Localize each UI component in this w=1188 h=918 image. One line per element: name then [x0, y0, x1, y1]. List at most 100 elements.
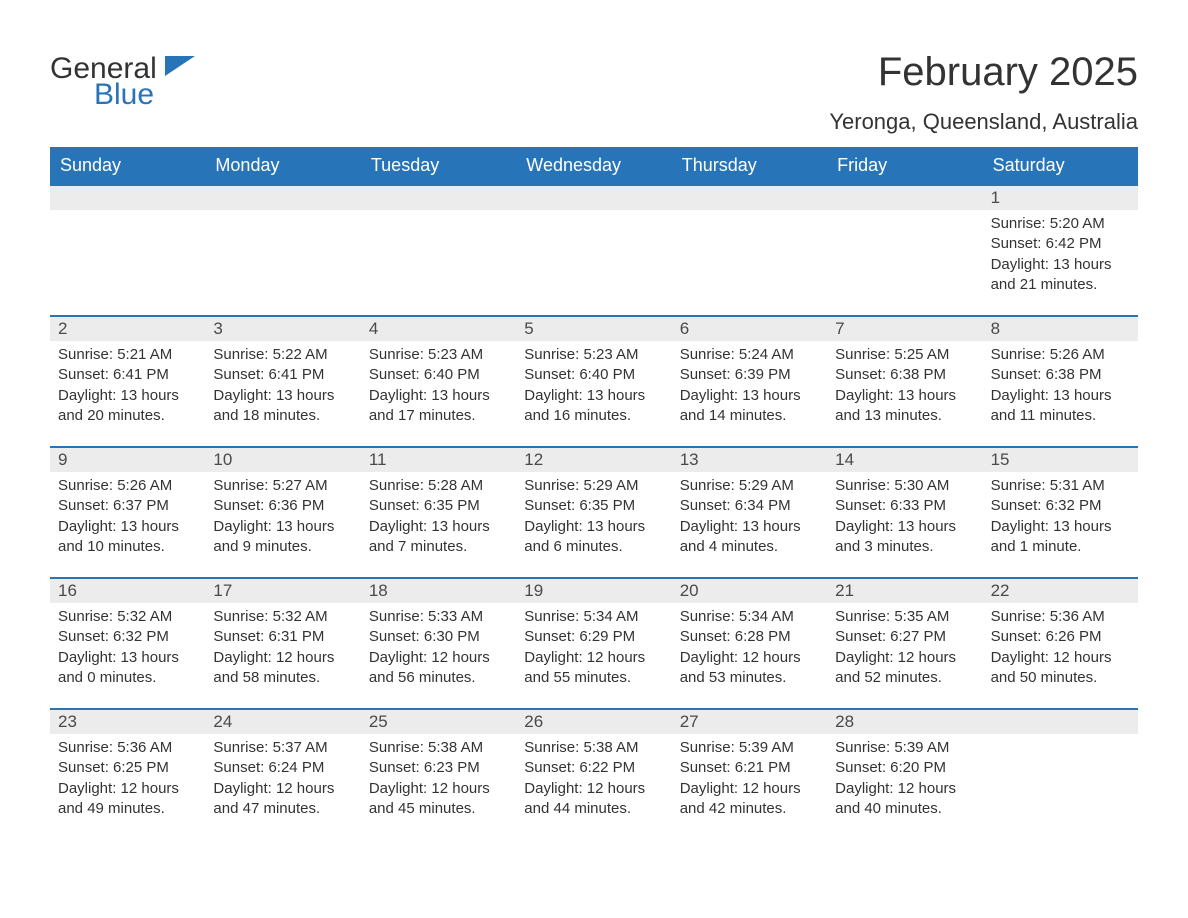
day-info: Sunrise: 5:20 AMSunset: 6:42 PMDaylight:… — [983, 210, 1138, 295]
calendar: Sunday Monday Tuesday Wednesday Thursday… — [50, 147, 1138, 827]
day-cell — [205, 186, 360, 303]
sunrise-text: Sunrise: 5:25 AM — [835, 345, 974, 365]
sunset-text: Sunset: 6:28 PM — [680, 627, 819, 647]
day-cell — [827, 186, 982, 303]
day-info: Sunrise: 5:29 AMSunset: 6:34 PMDaylight:… — [672, 472, 827, 557]
day-cell: 18Sunrise: 5:33 AMSunset: 6:30 PMDayligh… — [361, 579, 516, 696]
daylight-text: Daylight: 13 hours and 16 minutes. — [524, 386, 663, 427]
day-info: Sunrise: 5:39 AMSunset: 6:20 PMDaylight:… — [827, 734, 982, 819]
day-cell: 28Sunrise: 5:39 AMSunset: 6:20 PMDayligh… — [827, 710, 982, 827]
sunset-text: Sunset: 6:30 PM — [369, 627, 508, 647]
day-number: 17 — [205, 579, 360, 603]
day-cell: 8Sunrise: 5:26 AMSunset: 6:38 PMDaylight… — [983, 317, 1138, 434]
day-number: 23 — [50, 710, 205, 734]
day-cell: 2Sunrise: 5:21 AMSunset: 6:41 PMDaylight… — [50, 317, 205, 434]
daylight-text: Daylight: 13 hours and 20 minutes. — [58, 386, 197, 427]
day-cell: 19Sunrise: 5:34 AMSunset: 6:29 PMDayligh… — [516, 579, 671, 696]
sunrise-text: Sunrise: 5:31 AM — [991, 476, 1130, 496]
day-cell: 25Sunrise: 5:38 AMSunset: 6:23 PMDayligh… — [361, 710, 516, 827]
sunrise-text: Sunrise: 5:32 AM — [58, 607, 197, 627]
sunrise-text: Sunrise: 5:36 AM — [991, 607, 1130, 627]
brand-text: General Blue — [50, 50, 195, 110]
sunset-text: Sunset: 6:27 PM — [835, 627, 974, 647]
sunrise-text: Sunrise: 5:26 AM — [991, 345, 1130, 365]
day-number: 28 — [827, 710, 982, 734]
sunrise-text: Sunrise: 5:34 AM — [680, 607, 819, 627]
day-cell: 4Sunrise: 5:23 AMSunset: 6:40 PMDaylight… — [361, 317, 516, 434]
sunrise-text: Sunrise: 5:33 AM — [369, 607, 508, 627]
daylight-text: Daylight: 13 hours and 10 minutes. — [58, 517, 197, 558]
day-number: 24 — [205, 710, 360, 734]
day-cell: 20Sunrise: 5:34 AMSunset: 6:28 PMDayligh… — [672, 579, 827, 696]
daylight-text: Daylight: 13 hours and 14 minutes. — [680, 386, 819, 427]
calendar-week: 9Sunrise: 5:26 AMSunset: 6:37 PMDaylight… — [50, 446, 1138, 565]
sunrise-text: Sunrise: 5:39 AM — [835, 738, 974, 758]
daylight-text: Daylight: 13 hours and 13 minutes. — [835, 386, 974, 427]
day-info: Sunrise: 5:33 AMSunset: 6:30 PMDaylight:… — [361, 603, 516, 688]
day-cell: 21Sunrise: 5:35 AMSunset: 6:27 PMDayligh… — [827, 579, 982, 696]
page-header: General Blue February 2025 Yeronga, Quee… — [50, 50, 1138, 135]
day-number: 27 — [672, 710, 827, 734]
day-cell: 11Sunrise: 5:28 AMSunset: 6:35 PMDayligh… — [361, 448, 516, 565]
sunset-text: Sunset: 6:33 PM — [835, 496, 974, 516]
sunset-text: Sunset: 6:38 PM — [991, 365, 1130, 385]
day-cell: 10Sunrise: 5:27 AMSunset: 6:36 PMDayligh… — [205, 448, 360, 565]
sunrise-text: Sunrise: 5:26 AM — [58, 476, 197, 496]
sunrise-text: Sunrise: 5:29 AM — [524, 476, 663, 496]
location-label: Yeronga, Queensland, Australia — [829, 109, 1138, 135]
day-number: 11 — [361, 448, 516, 472]
day-number: 7 — [827, 317, 982, 341]
sunrise-text: Sunrise: 5:23 AM — [524, 345, 663, 365]
sunset-text: Sunset: 6:29 PM — [524, 627, 663, 647]
daylight-text: Daylight: 13 hours and 0 minutes. — [58, 648, 197, 689]
sunset-text: Sunset: 6:36 PM — [213, 496, 352, 516]
day-number: 20 — [672, 579, 827, 603]
sunset-text: Sunset: 6:41 PM — [213, 365, 352, 385]
sunset-text: Sunset: 6:22 PM — [524, 758, 663, 778]
daylight-text: Daylight: 13 hours and 3 minutes. — [835, 517, 974, 558]
day-cell: 16Sunrise: 5:32 AMSunset: 6:32 PMDayligh… — [50, 579, 205, 696]
sunrise-text: Sunrise: 5:30 AM — [835, 476, 974, 496]
day-info: Sunrise: 5:22 AMSunset: 6:41 PMDaylight:… — [205, 341, 360, 426]
day-cell: 1Sunrise: 5:20 AMSunset: 6:42 PMDaylight… — [983, 186, 1138, 303]
day-number: 2 — [50, 317, 205, 341]
sunrise-text: Sunrise: 5:34 AM — [524, 607, 663, 627]
sunset-text: Sunset: 6:42 PM — [991, 234, 1130, 254]
daylight-text: Daylight: 12 hours and 50 minutes. — [991, 648, 1130, 689]
daylight-text: Daylight: 12 hours and 40 minutes. — [835, 779, 974, 820]
sunrise-text: Sunrise: 5:23 AM — [369, 345, 508, 365]
brand-logo: General Blue — [50, 50, 195, 110]
day-info: Sunrise: 5:39 AMSunset: 6:21 PMDaylight:… — [672, 734, 827, 819]
sunrise-text: Sunrise: 5:29 AM — [680, 476, 819, 496]
day-info: Sunrise: 5:28 AMSunset: 6:35 PMDaylight:… — [361, 472, 516, 557]
day-cell: 26Sunrise: 5:38 AMSunset: 6:22 PMDayligh… — [516, 710, 671, 827]
weekday-header: Wednesday — [516, 147, 671, 186]
sunrise-text: Sunrise: 5:38 AM — [524, 738, 663, 758]
daylight-text: Daylight: 13 hours and 17 minutes. — [369, 386, 508, 427]
sunset-text: Sunset: 6:31 PM — [213, 627, 352, 647]
daylight-text: Daylight: 12 hours and 55 minutes. — [524, 648, 663, 689]
weeks-container: 1Sunrise: 5:20 AMSunset: 6:42 PMDaylight… — [50, 186, 1138, 827]
day-number — [672, 186, 827, 210]
day-number: 8 — [983, 317, 1138, 341]
day-number: 5 — [516, 317, 671, 341]
day-info: Sunrise: 5:37 AMSunset: 6:24 PMDaylight:… — [205, 734, 360, 819]
day-number: 14 — [827, 448, 982, 472]
sunrise-text: Sunrise: 5:27 AM — [213, 476, 352, 496]
sunset-text: Sunset: 6:40 PM — [524, 365, 663, 385]
calendar-week: 1Sunrise: 5:20 AMSunset: 6:42 PMDaylight… — [50, 186, 1138, 303]
day-cell: 5 Sunrise: 5:23 AMSunset: 6:40 PMDaylight… — [516, 317, 671, 434]
day-info: Sunrise: 5:29 AMSunset: 6:35 PMDaylight:… — [516, 472, 671, 557]
day-number: 21 — [827, 579, 982, 603]
day-number — [827, 186, 982, 210]
daylight-text: Daylight: 12 hours and 45 minutes. — [369, 779, 508, 820]
day-info: Sunrise: 5:26 AMSunset: 6:37 PMDaylight:… — [50, 472, 205, 557]
sunrise-text: Sunrise: 5:32 AM — [213, 607, 352, 627]
daylight-text: Daylight: 12 hours and 58 minutes. — [213, 648, 352, 689]
day-cell — [361, 186, 516, 303]
day-info: Sunrise: 5:36 AMSunset: 6:26 PMDaylight:… — [983, 603, 1138, 688]
day-cell — [983, 710, 1138, 827]
sunset-text: Sunset: 6:34 PM — [680, 496, 819, 516]
day-number: 4 — [361, 317, 516, 341]
month-title: February 2025 — [829, 50, 1138, 95]
